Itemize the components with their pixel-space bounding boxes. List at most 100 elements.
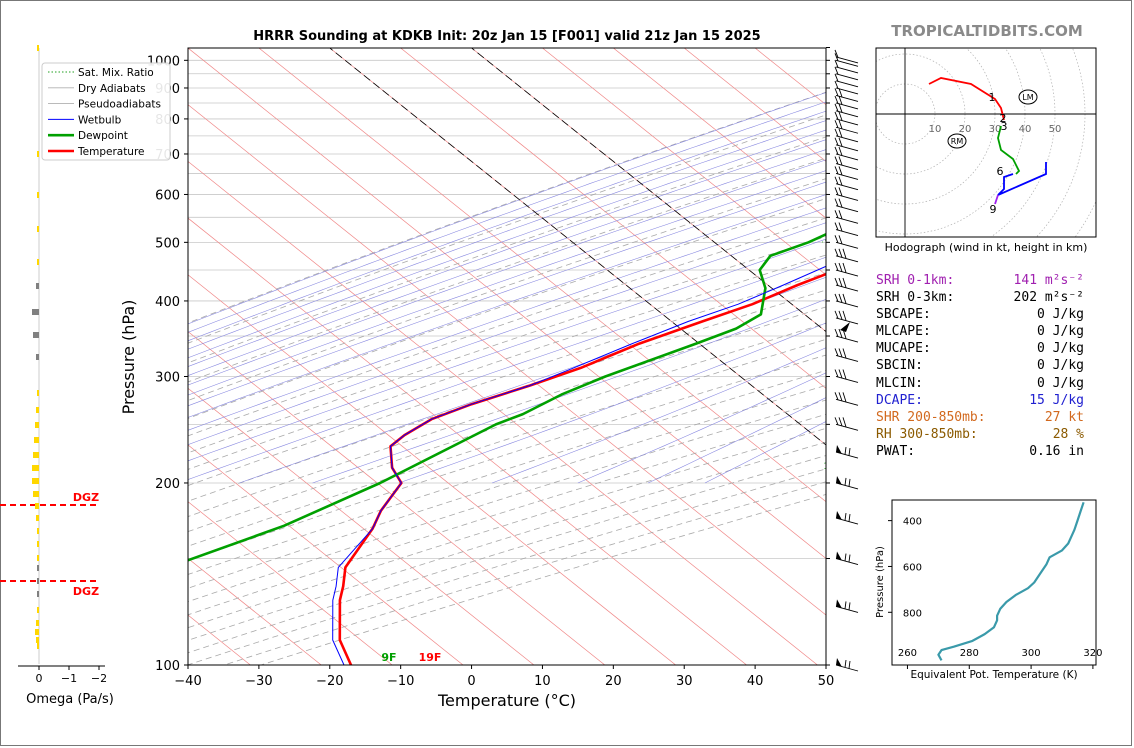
wind-barb-feather bbox=[834, 277, 839, 286]
moist-adiabat-line bbox=[188, 181, 826, 407]
rm-label: RM bbox=[951, 137, 964, 146]
dgz-label-bottom: DGZ bbox=[73, 585, 99, 598]
moist-adiabat-line bbox=[188, 149, 826, 376]
thetae-x-tick-label: 320 bbox=[1083, 648, 1102, 659]
wind-barb-flag bbox=[836, 511, 842, 521]
thetae-x-tick-label: 280 bbox=[960, 648, 979, 659]
pressure-tick-label: 600 bbox=[155, 188, 180, 203]
moist-adiabat-line bbox=[188, 256, 826, 480]
mixing-ratio-label: 20 bbox=[1095, 462, 1106, 472]
temperature-tick-label: −40 bbox=[174, 674, 201, 689]
wind-barb bbox=[835, 241, 859, 249]
omega-bar bbox=[33, 452, 39, 458]
wind-barb bbox=[835, 205, 859, 213]
isotherm-line bbox=[188, 274, 676, 665]
temperature-tick-label: 30 bbox=[676, 674, 693, 689]
omega-bar bbox=[33, 491, 39, 497]
mixing-ratio-line bbox=[1116, 48, 1134, 243]
isotherm-line bbox=[188, 444, 464, 665]
omega-bar bbox=[36, 515, 39, 521]
omega-bar bbox=[37, 45, 39, 51]
wind-barb-feather bbox=[834, 293, 839, 302]
wind-barb bbox=[835, 194, 859, 201]
omega-bar bbox=[37, 390, 39, 396]
temperature-tick-label: −30 bbox=[245, 674, 272, 689]
temperature-tick-label: −20 bbox=[316, 674, 343, 689]
mixing-ratio-label: 16 bbox=[1072, 462, 1083, 472]
isotherm-line bbox=[188, 557, 322, 665]
omega-bar bbox=[36, 620, 39, 626]
isotherm-line bbox=[258, 48, 826, 503]
wind-barb bbox=[835, 376, 859, 383]
wind-barb-feather bbox=[842, 348, 847, 359]
mixing-ratio-label: 8 bbox=[1005, 462, 1010, 472]
hodograph-height-label: 2 bbox=[1000, 112, 1007, 125]
hodograph-trace bbox=[997, 162, 1047, 196]
param-label: MLCIN: bbox=[876, 375, 923, 391]
param-value: 202 m²s⁻² bbox=[1013, 290, 1084, 306]
dry-adiabat-line bbox=[188, 369, 826, 575]
wind-barb bbox=[835, 335, 859, 343]
hodograph-trace bbox=[997, 125, 1021, 175]
hodograph-height-label: 3 bbox=[1001, 120, 1008, 133]
moist-adiabat-line bbox=[312, 298, 826, 484]
wind-barb-feather bbox=[844, 659, 847, 668]
moist-adiabat-line bbox=[188, 238, 826, 462]
wind-barb-feather bbox=[834, 95, 839, 104]
hodograph-frame bbox=[875, 47, 1097, 238]
hodograph-height-label: 1 bbox=[989, 91, 996, 104]
param-label: PWAT: bbox=[876, 443, 916, 459]
omega-bar bbox=[36, 354, 39, 360]
thetae-y-tick-label: 400 bbox=[903, 517, 922, 528]
wind-barb-feather bbox=[844, 601, 847, 609]
wetbulb-line bbox=[332, 265, 826, 665]
wind-barb-feather bbox=[834, 392, 839, 401]
wind-barb-flag bbox=[840, 322, 850, 332]
lm-label: LM bbox=[1022, 93, 1033, 102]
surface-temp-label: 19F bbox=[419, 651, 442, 664]
param-label: SHR 200-850mb: bbox=[876, 409, 986, 425]
skewt-series bbox=[188, 232, 826, 665]
wind-barb-feather bbox=[834, 128, 839, 137]
wind-barb-feather bbox=[834, 187, 839, 196]
hodograph-height-label: 6 bbox=[997, 165, 1004, 178]
wind-barb bbox=[835, 317, 859, 325]
omega-bar bbox=[32, 309, 39, 315]
wind-barb-feather bbox=[838, 120, 843, 129]
dgz-label-top: DGZ bbox=[73, 491, 99, 504]
wind-barb bbox=[835, 173, 859, 180]
wind-barb-flag bbox=[836, 445, 842, 455]
wind-barb-feather bbox=[834, 137, 839, 146]
skewt-title: HRRR Sounding at KDKB Init: 20z Jan 15 [… bbox=[253, 29, 760, 44]
wind-barb-feather bbox=[834, 348, 839, 357]
thetae-xlabel: Equivalent Pot. Temperature (K) bbox=[910, 669, 1077, 681]
omega-bar bbox=[35, 422, 39, 428]
hodograph-ring-label: 10 bbox=[929, 124, 942, 135]
wind-barb-feather bbox=[834, 262, 839, 271]
wind-barbs bbox=[834, 49, 859, 672]
param-row: MLCAPE: 0 J/kg bbox=[876, 323, 1106, 340]
wind-barb-feather bbox=[842, 262, 847, 273]
param-label: SRH 0-3km: bbox=[876, 290, 955, 306]
omega-bar bbox=[37, 541, 39, 547]
wind-barb bbox=[835, 216, 859, 224]
legend-entry: Temperature bbox=[77, 146, 145, 158]
wind-barb bbox=[835, 80, 859, 88]
temperature-tick-label: 50 bbox=[818, 674, 835, 689]
temperature-tick-label: 20 bbox=[605, 674, 622, 689]
param-value: 15 J/kg bbox=[1029, 392, 1084, 408]
dry-adiabat-line bbox=[188, 413, 826, 616]
param-value: 0 J/kg bbox=[1037, 375, 1084, 391]
param-label: SBCAPE: bbox=[876, 307, 931, 323]
param-row: DCAPE: 15 J/kg bbox=[876, 392, 1106, 409]
wind-barb-feather bbox=[834, 80, 839, 89]
wind-barb-feather bbox=[848, 660, 851, 669]
param-label: SRH 0-1km: bbox=[876, 273, 955, 288]
param-value: 0 J/kg bbox=[1037, 307, 1084, 323]
wind-barb-feather bbox=[848, 447, 851, 456]
wind-barb-feather bbox=[844, 512, 847, 521]
isotherm-line bbox=[188, 501, 393, 665]
thetae-line bbox=[937, 501, 1085, 661]
wind-barb-feather bbox=[838, 198, 843, 208]
param-row: SHR 200-850mb: 27 kt bbox=[876, 409, 1106, 426]
